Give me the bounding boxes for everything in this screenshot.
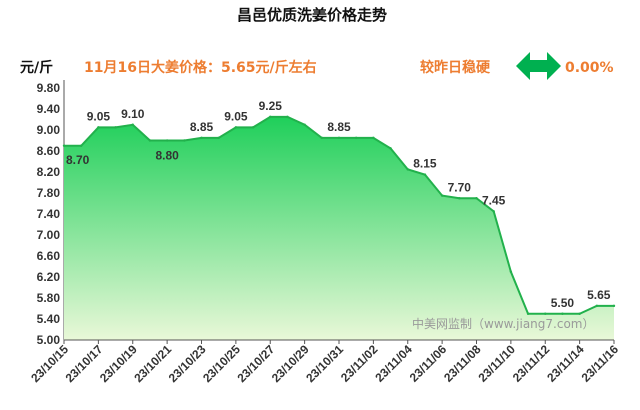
data-point	[183, 139, 186, 142]
double-arrow-icon	[516, 52, 561, 80]
y-axis-unit: 元/斤	[20, 59, 53, 76]
y-tick-label: 5.40	[37, 312, 61, 326]
y-tick-label: 6.60	[37, 249, 61, 263]
data-label: 8.15	[413, 157, 437, 171]
data-point	[509, 270, 513, 273]
y-tick-label: 9.00	[37, 123, 61, 137]
y-axis: 5.00 5.40 5.80 6.20 6.60 7.00 7.40 7.80 8.20 8.60…	[37, 80, 65, 347]
data-point	[423, 173, 427, 176]
data-label: 8.80	[155, 149, 179, 163]
y-tick-label: 8.20	[37, 165, 61, 179]
data-label: 8.70	[66, 153, 90, 167]
price-area	[62, 115, 616, 340]
data-point	[337, 136, 341, 140]
data-label: 9.05	[224, 109, 248, 123]
y-tick-label: 5.00	[37, 333, 61, 347]
price-summary: 11月16日大姜价格：5.65元/斤左右	[84, 59, 317, 76]
data-point	[458, 197, 461, 200]
data-point	[320, 136, 324, 140]
data-label: 8.85	[190, 120, 214, 134]
data-label: 9.25	[259, 99, 283, 113]
y-tick-label: 7.00	[37, 228, 61, 242]
compare-label: 较昨日稳硬	[420, 59, 491, 76]
y-tick-label: 5.80	[37, 291, 61, 305]
data-point	[303, 123, 306, 126]
y-tick-label: 7.80	[37, 186, 61, 200]
x-tick-label: 23/11/14	[544, 342, 587, 385]
data-point	[578, 312, 581, 315]
data-label: 5.50	[551, 296, 575, 310]
data-point	[286, 115, 289, 119]
data-point	[269, 115, 272, 119]
data-point	[148, 139, 152, 142]
x-axis: 23/10/1523/10/1723/10/1923/10/2123/10/23…	[28, 339, 622, 385]
data-point	[251, 126, 255, 129]
data-point	[561, 312, 564, 315]
data-point	[406, 168, 409, 171]
data-point	[131, 123, 134, 126]
data-point	[200, 136, 203, 140]
data-point	[354, 136, 358, 140]
x-tick-label: 23/11/10	[476, 342, 519, 385]
y-tick-label: 7.40	[37, 207, 61, 221]
y-tick-label: 6.20	[37, 270, 61, 284]
x-tick-label: 23/11/12	[510, 342, 553, 385]
x-tick-label: 23/11/02	[338, 342, 381, 385]
data-point	[372, 136, 375, 140]
data-labels: 8.70 9.05 9.10 8.80 8.85 9.05 9.25 8.85 8.15 7.70…	[66, 99, 611, 310]
data-label: 9.10	[121, 107, 145, 121]
data-label: 5.65	[587, 288, 611, 302]
data-label: 9.05	[87, 109, 111, 123]
data-point	[217, 136, 220, 140]
data-point	[62, 144, 66, 147]
data-point	[389, 147, 392, 150]
data-point	[595, 304, 599, 308]
data-point	[440, 194, 444, 197]
y-tick-label: 9.40	[37, 102, 61, 116]
data-point	[544, 312, 547, 315]
x-tick-label: 23/11/08	[441, 342, 484, 385]
data-point	[165, 139, 169, 142]
x-tick-label: 23/10/31	[303, 342, 346, 385]
data-label: 8.85	[327, 120, 351, 134]
y-tick-label: 9.80	[37, 81, 61, 95]
data-label: 7.70	[448, 180, 472, 194]
x-tick-label: 23/11/16	[579, 342, 622, 385]
data-point	[97, 126, 100, 129]
x-tick-label: 23/11/06	[407, 342, 450, 385]
y-tick-label: 8.60	[37, 144, 61, 158]
chart-title: 昌邑优质洗姜价格走势	[237, 6, 387, 24]
area-fill	[64, 116, 614, 340]
data-label: 7.45	[482, 193, 506, 207]
data-point	[114, 126, 117, 129]
data-point	[492, 210, 495, 213]
data-point	[234, 126, 238, 129]
data-point	[612, 304, 616, 308]
change-percent: 0.00%	[565, 60, 614, 76]
watermark: 中美网监制（www.jiang7.com）	[412, 316, 594, 331]
x-tick-label: 23/11/04	[372, 342, 415, 385]
data-point	[526, 312, 530, 315]
data-point	[79, 144, 83, 147]
data-point	[475, 197, 478, 200]
